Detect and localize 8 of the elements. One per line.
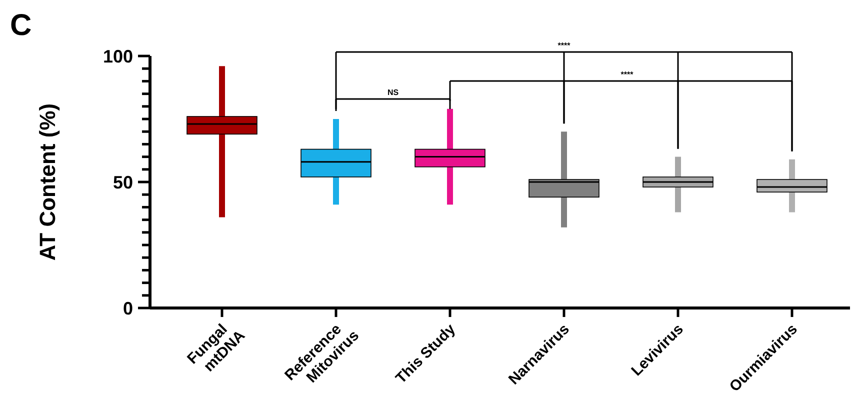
chart-title: C xyxy=(10,9,32,42)
text: **** xyxy=(558,41,572,50)
y-tick-label: 0 xyxy=(122,298,133,318)
annotation: NS xyxy=(387,88,400,97)
y-axis-title: AT Content (%) xyxy=(35,103,60,261)
annotation: **** xyxy=(620,70,634,79)
y-tick-label: 100 xyxy=(102,46,133,66)
y-tick-label: 50 xyxy=(112,172,133,192)
